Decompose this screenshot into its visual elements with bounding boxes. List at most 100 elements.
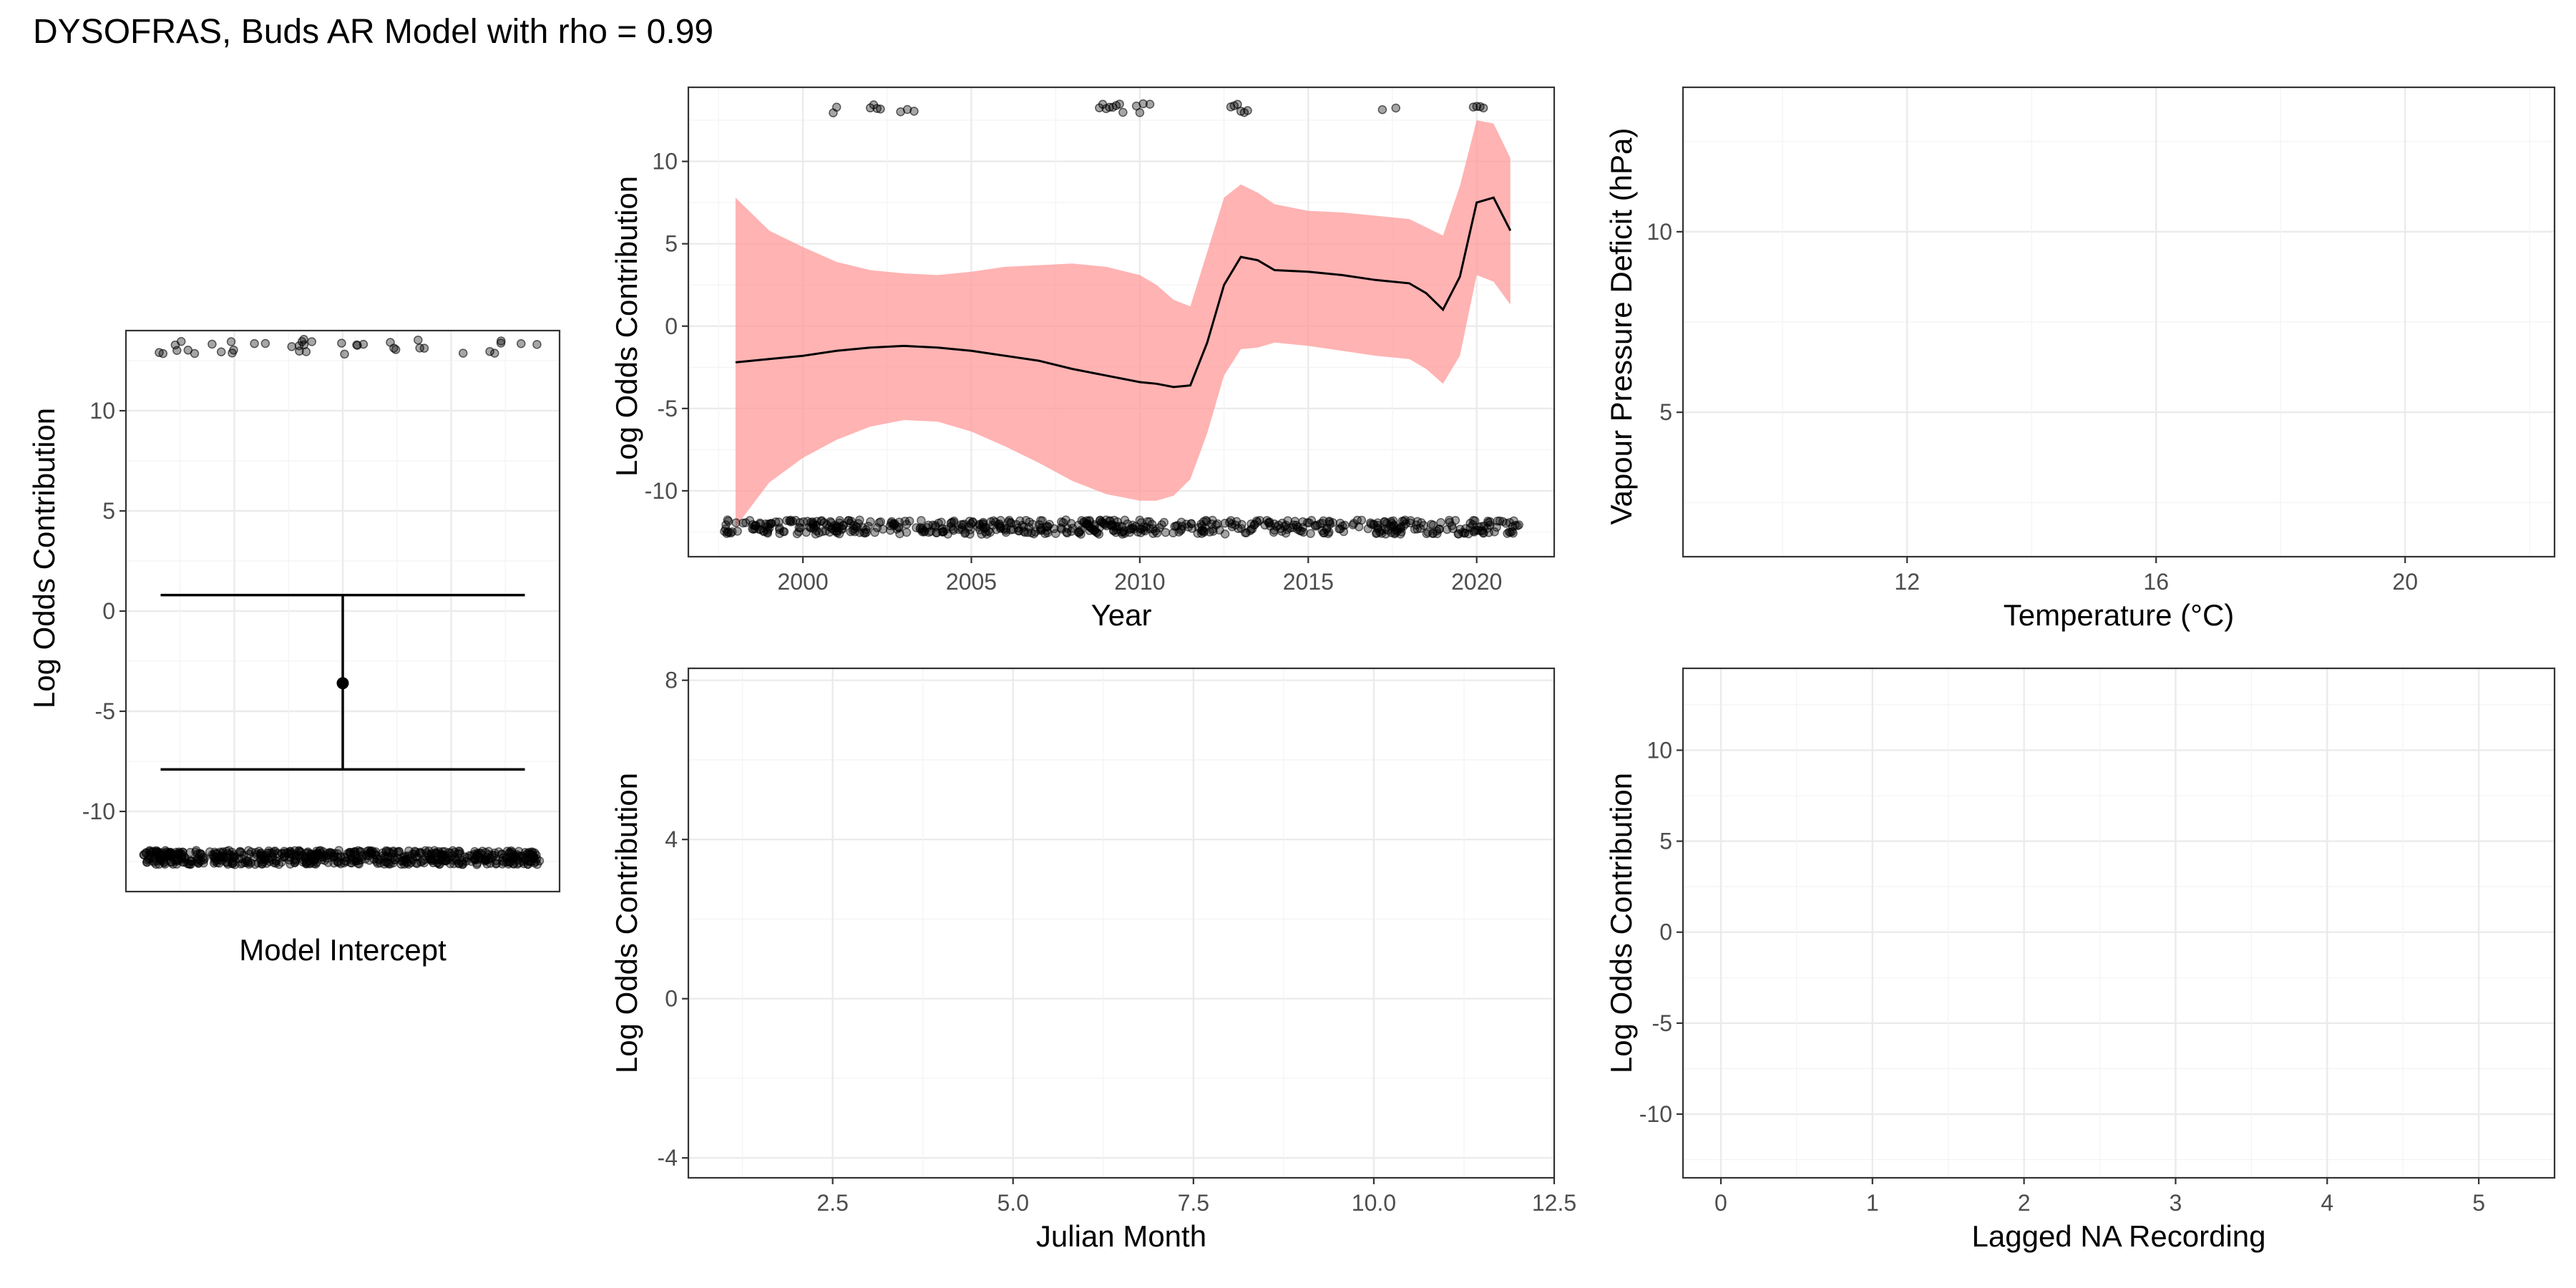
rug-point-bottom — [1090, 519, 1099, 530]
rug-point-top — [909, 107, 919, 116]
y-tick-label: 10 — [1646, 219, 1672, 245]
y-tick-label: 0 — [665, 313, 678, 339]
rug-point-bottom — [1102, 521, 1111, 531]
rug-point-bottom — [803, 517, 812, 526]
rug-point-bottom — [144, 854, 154, 864]
rug-point-bottom — [1085, 526, 1094, 535]
rug-point-bottom — [440, 847, 449, 857]
rug-point-bottom — [1042, 526, 1052, 536]
rug-point-bottom — [932, 528, 942, 537]
rug-point-bottom — [1367, 519, 1376, 529]
rug-point-top — [1115, 99, 1124, 109]
rug-point-bottom — [1148, 529, 1158, 538]
x-axis-title: Temperature (°C) — [2004, 598, 2235, 632]
rug-point-top — [1145, 99, 1155, 109]
rug-point-bottom — [165, 851, 175, 861]
rug-point-bottom — [775, 525, 784, 535]
rug-point-bottom — [801, 527, 811, 537]
rug-point-bottom — [403, 851, 413, 861]
rug-point-bottom — [152, 850, 162, 859]
x-tick-label: 4 — [2321, 1190, 2333, 1216]
x-tick-label: 16 — [2143, 569, 2169, 595]
y-axis-title: Vapour Pressure Deficit (hPa) — [1604, 128, 1638, 525]
rug-point-bottom — [1117, 527, 1126, 537]
figure-title: DYSOFRAS, Buds AR Model with rho = 0.99 — [33, 13, 713, 51]
rug-point-bottom — [530, 848, 540, 858]
rug-point-bottom — [1075, 527, 1084, 537]
rug-point-bottom — [523, 859, 532, 869]
rug-point-bottom — [895, 529, 904, 539]
rug-point-bottom — [229, 852, 239, 862]
rug-point-top — [1478, 103, 1488, 113]
rug-point-bottom — [357, 852, 367, 862]
panel-border — [1682, 667, 2556, 1179]
rug-point-bottom — [440, 850, 449, 859]
x-tick-label: 5 — [2472, 1190, 2485, 1216]
panel-temperature: 5 10 12 16 20 Temperature (°C) Vapour Pressure… — [1604, 86, 2556, 632]
rug-point-bottom — [1269, 527, 1279, 537]
rug-point-bottom — [766, 519, 775, 529]
rug-point-bottom — [937, 517, 946, 527]
grid — [126, 331, 560, 892]
rug-point-bottom — [978, 519, 988, 529]
rug-point-bottom — [1470, 516, 1480, 525]
rug-point-bottom — [400, 852, 410, 861]
y-tick-label: -10 — [82, 799, 115, 824]
rug-point-bottom — [222, 858, 232, 867]
x-axis-title: Julian Month — [1036, 1219, 1206, 1253]
rug-point-bottom — [939, 527, 948, 537]
x-axis-title: Model Intercept — [239, 933, 447, 967]
rug-point-bottom — [966, 519, 976, 529]
rug-point-bottom — [182, 859, 192, 869]
rug-point-top — [1105, 102, 1114, 112]
rug-point-bottom — [835, 516, 844, 525]
rug-point-bottom — [365, 849, 374, 858]
rug-point-bottom — [1023, 527, 1033, 537]
rug-point-bottom — [1413, 525, 1422, 534]
y-tick-label: -4 — [658, 1145, 678, 1171]
x-tick-label: 12.5 — [1532, 1190, 1576, 1216]
x-tick-label: 2010 — [1114, 569, 1165, 595]
rug-point-bottom — [1436, 518, 1445, 527]
fit-line — [735, 196, 1512, 389]
rug-point-bottom — [1001, 525, 1010, 535]
rug-point-bottom — [251, 847, 260, 857]
rug-point-top — [176, 336, 186, 346]
y-tick-label: 8 — [665, 668, 678, 693]
rug-point-bottom — [1460, 529, 1469, 538]
rug-point-bottom — [1220, 518, 1230, 528]
rug-point-bottom — [193, 858, 203, 868]
x-tick-label: 2000 — [777, 569, 828, 595]
rug-point-top — [250, 338, 259, 348]
rug-point-bottom — [369, 854, 379, 864]
x-axis-title: Lagged NA Recording — [1972, 1219, 2266, 1253]
rug-point-bottom — [1371, 529, 1381, 538]
panel-lagged-na: -10 -5 0 5 10 0 1 2 3 4 5 Lagged NA Recording Log Od… — [1604, 667, 2556, 1253]
rug-point-bottom — [1484, 528, 1493, 537]
rug-point-bottom — [1417, 518, 1426, 527]
plot-area — [139, 335, 545, 869]
rug-point-top — [1243, 106, 1252, 115]
rug-point-bottom — [497, 849, 507, 859]
rug-point-bottom — [1401, 519, 1410, 529]
rug-point-top — [876, 104, 885, 114]
rug-point-bottom — [472, 860, 482, 869]
rug-point-bottom — [889, 521, 899, 530]
rug-point-bottom — [452, 854, 461, 864]
y-tick-label: -10 — [645, 478, 678, 504]
x-tick-label: 2005 — [946, 569, 997, 595]
rug-point-bottom — [1426, 519, 1436, 529]
rug-point-top — [353, 341, 362, 350]
rug-point-bottom — [1285, 523, 1294, 533]
rug-point-bottom — [912, 523, 921, 532]
rug-point-top — [158, 348, 168, 358]
rug-point-bottom — [844, 516, 854, 525]
rug-point-bottom — [260, 852, 270, 862]
rug-point-top — [414, 335, 423, 345]
rug-point-top — [287, 342, 296, 351]
rug-point-bottom — [1295, 526, 1304, 535]
rug-point-bottom — [285, 855, 294, 865]
y-tick-label: 5 — [102, 498, 115, 524]
rug-point-bottom — [831, 522, 841, 532]
